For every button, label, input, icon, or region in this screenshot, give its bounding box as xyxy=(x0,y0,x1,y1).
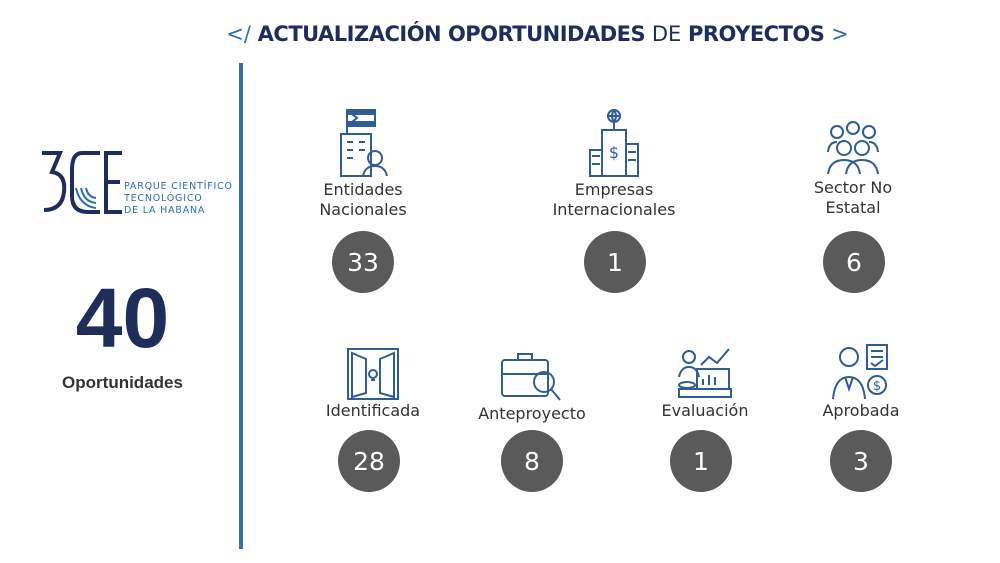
entity-card-internacionales: $ Empresas Internacionales xyxy=(529,108,699,220)
title-part-1: ACTUALIZACIÓN OPORTUNIDADES xyxy=(257,22,646,46)
entity-label-line-1: Entidades xyxy=(323,180,403,199)
stage-count-evaluacion: 1 xyxy=(670,430,732,492)
stage-label: Evaluación xyxy=(661,401,749,420)
logo-line-2: TECNOLÓGICO xyxy=(124,193,203,204)
svg-text:$: $ xyxy=(609,143,619,162)
stage-label: Anteproyecto xyxy=(478,404,586,423)
title-open-bracket: </ xyxy=(226,22,251,46)
entity-label-line-2: Nacionales xyxy=(319,200,407,219)
entity-label-line-1: Sector No xyxy=(813,178,893,197)
briefcase-magnifier-icon xyxy=(501,353,561,401)
logo-line-3: DE LA HABANA xyxy=(124,205,206,216)
bank-globe-icon: $ xyxy=(589,109,639,177)
stage-label: Aprobada xyxy=(822,401,900,420)
businessman-checklist-icon: $ xyxy=(832,344,888,400)
people-group-icon xyxy=(827,121,879,175)
entity-label-line-2: Internacionales xyxy=(552,200,676,219)
stage-card-identificada: Identificada xyxy=(288,347,458,421)
entity-card-sector-no-estatal: Sector No Estatal xyxy=(768,118,938,218)
logo-text: PARQUE CIENTÍFICO TECNOLÓGICO DE LA HABA… xyxy=(124,181,233,217)
svg-text:$: $ xyxy=(873,379,881,394)
logo-line-1: PARQUE CIENTÍFICO xyxy=(124,181,233,192)
entity-label-line-1: Empresas xyxy=(574,180,654,199)
stage-count-anteproyecto: 8 xyxy=(501,430,563,492)
page-title: </ ACTUALIZACIÓN OPORTUNIDADES DE PROYEC… xyxy=(0,22,1000,46)
building-flag-icon xyxy=(340,109,388,177)
title-part-3: PROYECTOS xyxy=(687,22,825,46)
title-part-2: DE xyxy=(651,22,682,46)
stage-card-anteproyecto: Anteproyecto xyxy=(447,350,617,424)
presenter-chart-icon xyxy=(678,348,732,398)
entity-count-sector-no-estatal: 6 xyxy=(823,231,885,293)
stage-count-identificada: 28 xyxy=(338,430,400,492)
stage-label: Identificada xyxy=(325,401,421,420)
door-lightbulb-icon xyxy=(347,348,399,400)
stage-card-evaluacion: Evaluación xyxy=(620,345,790,421)
entity-label-line-2: Estatal xyxy=(825,198,881,217)
stage-card-aprobada: $ Aprobada xyxy=(776,343,946,421)
entity-count-internacionales: 1 xyxy=(584,231,646,293)
entity-count-nacionales: 33 xyxy=(332,231,394,293)
title-close-bracket: > xyxy=(831,22,849,46)
entity-card-nacionales: Entidades Nacionales xyxy=(278,108,448,220)
stage-count-aprobada: 3 xyxy=(830,430,892,492)
total-opportunities: 40 xyxy=(75,271,170,365)
vertical-divider xyxy=(239,63,243,549)
pctH-logo xyxy=(42,151,122,214)
total-opportunities-label: Oportunidades xyxy=(62,373,183,392)
